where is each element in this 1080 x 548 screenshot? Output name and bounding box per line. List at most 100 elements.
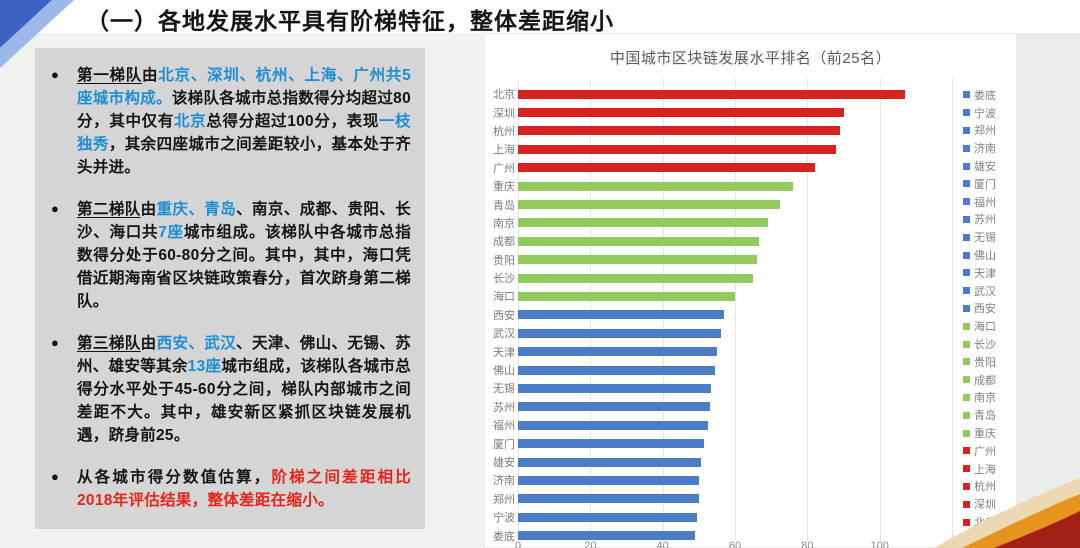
bullet-text: 从各城市得分数值估算，阶梯之间差距相比2018年评估结果，整体差距在缩小。 <box>77 466 411 512</box>
y-axis-label: 天津 <box>493 346 515 359</box>
legend-marker-icon <box>963 198 970 206</box>
bar-row: 贵阳 <box>485 251 955 269</box>
legend-marker-icon <box>963 109 970 117</box>
text-segment: 城市组成，该梯队各城市总得分水平处于45-60分之间， <box>77 358 411 398</box>
gridline <box>590 79 592 541</box>
text-segment: 第二梯队 <box>77 201 141 218</box>
legend-marker-icon <box>963 482 970 490</box>
text-segment: 城市组成。该梯队中各城市总指数得分处于60-80分之间。其中， <box>77 224 411 264</box>
legend-item: 南京 <box>963 389 1017 407</box>
bar-row: 北京 <box>485 85 955 103</box>
y-axis-label: 雄安 <box>493 457 515 469</box>
y-axis-label: 海口 <box>493 291 515 304</box>
text-segment: 一枝独秀 <box>77 113 411 153</box>
legend-label: 青岛 <box>974 410 996 423</box>
text-segment: 梯队内部城市之间差距不大。其中，雄安新区紧抓区块链发展机遇，跻身前25。 <box>77 381 411 444</box>
y-axis-label: 厦门 <box>493 438 515 451</box>
bar <box>518 291 735 301</box>
legend-marker-icon <box>963 287 970 295</box>
y-axis-label: 成都 <box>493 236 515 249</box>
legend-marker-icon <box>963 162 970 170</box>
bar-row: 杭州 <box>485 122 955 140</box>
legend-item: 杭州 <box>963 478 1017 496</box>
bar <box>518 365 716 375</box>
text-segment: 由 <box>142 67 159 84</box>
bar <box>518 163 815 173</box>
bar-row: 成都 <box>485 232 955 250</box>
bar <box>518 439 705 449</box>
text-segment: 由 <box>140 335 157 352</box>
legend-label: 贵阳 <box>974 356 996 369</box>
legend-item: 贵阳 <box>963 353 1017 371</box>
bar-row: 福州 <box>485 416 955 434</box>
bullet-text: 第三梯队由西安、武汉、天津、佛山、无锡、苏州、雄安等其余13座城市组成，该梯队各… <box>77 332 411 447</box>
legend-marker-icon <box>963 376 970 384</box>
y-axis-label: 无锡 <box>493 383 515 396</box>
y-axis-label: 苏州 <box>493 401 515 414</box>
legend-marker-icon <box>963 393 970 401</box>
legend-item: 广州 <box>963 442 1017 460</box>
bar-row: 重庆 <box>485 177 955 195</box>
legend-marker-icon <box>963 215 970 223</box>
text-segment: 由 <box>140 201 157 218</box>
legend-marker-icon <box>963 91 970 99</box>
bar-row: 郑州 <box>485 490 955 508</box>
bullet-dot-icon: ● <box>51 67 59 82</box>
y-axis-label: 郑州 <box>493 493 515 506</box>
y-axis-label: 重庆 <box>493 181 515 194</box>
y-axis-label: 宁波 <box>493 512 515 525</box>
bar <box>518 531 696 541</box>
bar <box>518 255 757 265</box>
swoosh-decoration-icon <box>934 478 1080 548</box>
x-axis-tick-label: 40 <box>656 540 669 548</box>
bullet-text: 第二梯队由重庆、青岛、南京、成都、贵阳、长沙、海口共7座城市组成。该梯队中各城市… <box>77 198 411 313</box>
bullet-dot-icon: ● <box>51 335 59 350</box>
legend-marker-icon <box>963 340 970 348</box>
legend-label: 上海 <box>974 463 996 476</box>
legend-item: 深圳 <box>963 495 1017 513</box>
legend-label: 佛山 <box>974 250 996 263</box>
bar-row: 雄安 <box>485 453 955 471</box>
right-margin <box>1017 33 1080 548</box>
bullet-item: ● 第二梯队由重庆、青岛、南京、成都、贵阳、长沙、海口共7座城市组成。该梯队中各城… <box>51 198 411 313</box>
gridline <box>807 79 809 541</box>
corner-ribbon-icon <box>0 0 74 68</box>
chart-card: 中国城市区块链发展水平排名（前25名） 北京 深圳 杭州 上海 广州 重庆 青岛 南京 成都 贵阳… <box>484 33 1017 548</box>
bar <box>518 89 905 99</box>
bar <box>518 236 759 246</box>
legend-item: 成都 <box>963 371 1017 389</box>
bullet-dot-icon: ● <box>51 201 59 216</box>
gridline <box>518 79 519 541</box>
y-axis-label: 南京 <box>493 217 515 230</box>
text-segment: 第一梯队 <box>77 67 143 84</box>
legend-item: 天津 <box>963 264 1017 282</box>
legend-marker-icon <box>963 251 970 259</box>
bar <box>518 328 721 338</box>
y-axis-label: 西安 <box>493 309 515 322</box>
y-axis-label: 长沙 <box>493 273 515 286</box>
bar-row: 宁波 <box>485 508 955 526</box>
gridline <box>879 79 881 541</box>
y-axis-label: 贵阳 <box>493 254 515 267</box>
legend-label: 苏州 <box>974 214 996 227</box>
bar <box>518 494 699 504</box>
legend-label: 西安 <box>974 303 996 316</box>
legend-marker-icon <box>963 180 970 188</box>
legend-item: 佛山 <box>963 246 1017 264</box>
bullet-item: ● 第三梯队由西安、武汉、天津、佛山、无锡、苏州、雄安等其余13座城市组成，该梯队… <box>51 332 411 447</box>
x-axis-tick-label: 100 <box>870 540 889 548</box>
legend-item: 无锡 <box>963 228 1017 246</box>
legend-item: 娄底 <box>963 86 1017 104</box>
legend-label: 重庆 <box>974 428 996 441</box>
text-segment: 之间差距较小，基本处于 <box>220 136 396 153</box>
legend-marker-icon <box>963 322 970 330</box>
y-axis-label: 娄底 <box>493 530 515 543</box>
text-segment: 齐头并进。 <box>77 136 412 176</box>
legend-label: 天津 <box>974 267 996 280</box>
text-panel: ● 第一梯队由北京、深圳、杭州、上海、广州共5座城市构成。该梯队各城市总指数得分均… <box>35 48 425 529</box>
bar <box>518 512 698 522</box>
bar-row: 佛山 <box>485 361 955 379</box>
bar <box>518 273 754 283</box>
bar-row: 济南 <box>485 471 955 489</box>
